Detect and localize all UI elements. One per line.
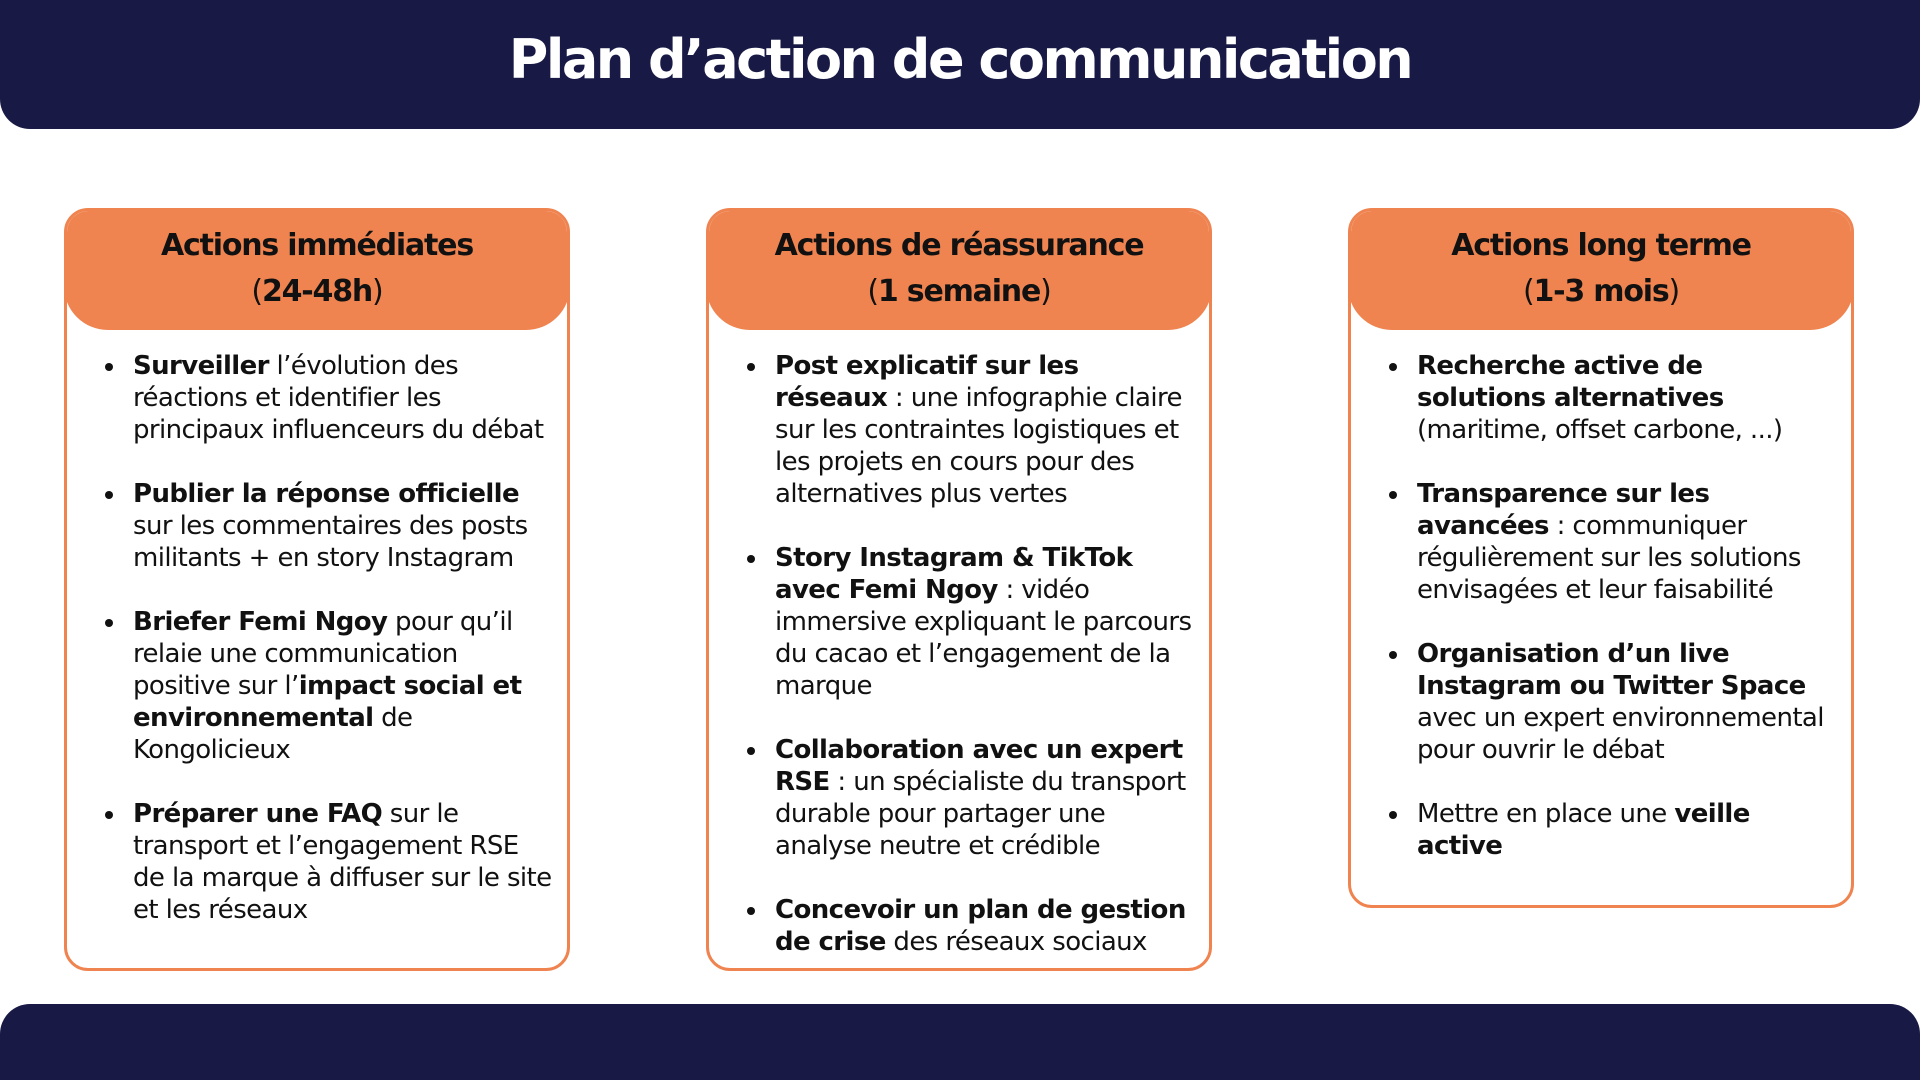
bullet-icon: [105, 363, 113, 371]
action-item: Mettre en place une veille active: [1389, 798, 1837, 862]
column-header: Actions long terme (1-3 mois): [1351, 211, 1851, 330]
action-item-text: sur les commentaires des posts militants…: [133, 511, 528, 573]
action-item-text: pour qu’il relaie une communication posi…: [133, 607, 513, 701]
action-item-text: : un spécialiste du transport durable po…: [775, 767, 1186, 861]
action-item-text: des réseaux sociaux: [885, 927, 1147, 957]
bullet-icon: [105, 811, 113, 819]
bullet-icon: [747, 747, 755, 755]
action-item: Post explicatif sur les réseaux : une in…: [747, 350, 1195, 510]
column-duration: (1-3 mois): [1522, 274, 1680, 309]
bullet-icon: [1389, 363, 1397, 371]
action-item-text: : vidéo immersive expliquant le parcours…: [775, 575, 1192, 701]
action-item-emphasis: Préparer une FAQ: [133, 799, 383, 829]
bullet-icon: [105, 491, 113, 499]
column-card-immediate: Actions immédiates (24-48h) Surveiller l…: [64, 208, 570, 971]
column-body: Recherche active de solutions alternativ…: [1351, 330, 1851, 862]
action-item-text: l’évolution des réactions et identifier …: [133, 351, 544, 445]
bullet-icon: [1389, 651, 1397, 659]
action-item: Story Instagram & TikTok avec Femi Ngoy …: [747, 542, 1195, 702]
action-item: Recherche active de solutions alternativ…: [1389, 350, 1837, 446]
bullet-icon: [747, 907, 755, 915]
action-item-emphasis: Organisation d’un live Instagram ou Twit…: [1417, 639, 1806, 701]
action-item-emphasis: Post explicatif sur les réseaux: [775, 351, 1079, 413]
action-item-emphasis: Collaboration avec un expert RSE: [775, 735, 1183, 797]
action-item: Surveiller l’évolution des réactions et …: [105, 350, 553, 446]
action-item-emphasis: Recherche active de solutions alternativ…: [1417, 351, 1724, 413]
action-item-emphasis: Story Instagram & TikTok avec Femi Ngoy: [775, 543, 1133, 605]
bullet-icon: [747, 555, 755, 563]
action-list: Recherche active de solutions alternativ…: [1389, 350, 1837, 862]
column-body: Post explicatif sur les réseaux : une in…: [709, 330, 1209, 958]
bullet-icon: [105, 619, 113, 627]
column-title: Actions de réassurance: [774, 228, 1145, 263]
action-item: Collaboration avec un expert RSE : un sp…: [747, 734, 1195, 862]
bullet-icon: [1389, 811, 1397, 819]
column-duration: (1 semaine): [867, 274, 1051, 309]
action-item-emphasis: Briefer Femi Ngoy: [133, 607, 388, 637]
action-item-emphasis: veille active: [1417, 799, 1750, 861]
column-title: Actions long terme: [1451, 228, 1752, 263]
column-duration: (24-48h): [251, 274, 383, 309]
column-title: Actions immédiates: [161, 228, 474, 263]
bullet-icon: [1389, 491, 1397, 499]
action-item: Briefer Femi Ngoy pour qu’il relaie une …: [105, 606, 553, 766]
footer-banner: [0, 1004, 1920, 1080]
action-item-text: avec un expert environnemental pour ouvr…: [1417, 703, 1824, 765]
action-item-text: sur le transport et l’engagement RSE de …: [133, 799, 552, 925]
action-item-text: : une infographie claire sur les contrai…: [775, 383, 1182, 509]
column-header: Actions de réassurance (1 semaine): [709, 211, 1209, 330]
column-card-long-term: Actions long terme (1-3 mois) Recherche …: [1348, 208, 1854, 908]
action-item: Organisation d’un live Instagram ou Twit…: [1389, 638, 1837, 766]
column-header: Actions immédiates (24-48h): [67, 211, 567, 330]
action-item: Publier la réponse officielle sur les co…: [105, 478, 553, 574]
column-body: Surveiller l’évolution des réactions et …: [67, 330, 567, 926]
action-item-emphasis: Surveiller: [133, 351, 269, 381]
action-list: Surveiller l’évolution des réactions et …: [105, 350, 553, 926]
action-item-text: : communiquer régulièrement sur les solu…: [1417, 511, 1801, 605]
bullet-icon: [747, 363, 755, 371]
header-banner: Plan d’action de communication: [0, 0, 1920, 129]
action-item-emphasis: Publier la réponse officielle: [133, 479, 520, 509]
action-list: Post explicatif sur les réseaux : une in…: [747, 350, 1195, 958]
action-item-text: (maritime, offset carbone, ...): [1417, 415, 1783, 445]
action-item-emphasis: impact social et environnemental: [133, 671, 522, 733]
column-card-reassurance: Actions de réassurance (1 semaine) Post …: [706, 208, 1212, 971]
action-item-emphasis: Transparence sur les avancées: [1417, 479, 1710, 541]
action-item-text: Mettre en place une: [1417, 799, 1675, 829]
action-item-emphasis: Concevoir un plan de gestion de crise: [775, 895, 1186, 957]
action-item: Transparence sur les avancées : communiq…: [1389, 478, 1837, 606]
action-item: Concevoir un plan de gestion de crise de…: [747, 894, 1195, 958]
action-item-text: de Kongolicieux: [133, 703, 413, 765]
action-item: Préparer une FAQ sur le transport et l’e…: [105, 798, 553, 926]
page-title: Plan d’action de communication: [508, 28, 1414, 91]
